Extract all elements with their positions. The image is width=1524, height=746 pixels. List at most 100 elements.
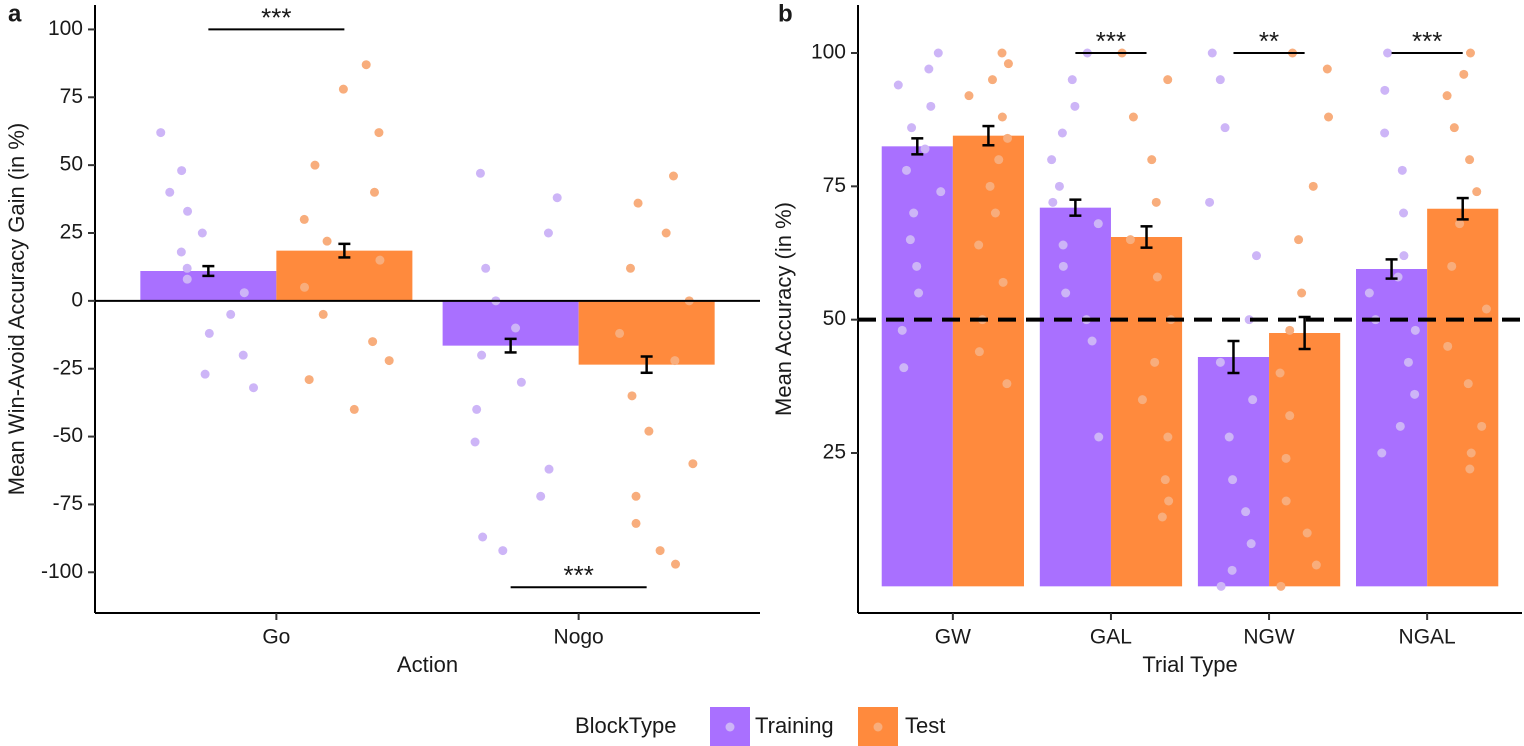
data-point <box>671 559 681 569</box>
data-point <box>1224 432 1234 442</box>
data-point <box>1228 475 1238 485</box>
y-tick-label: 25 <box>823 441 846 464</box>
y-tick-label: 50 <box>60 153 83 176</box>
y-tick-label: -75 <box>53 492 83 515</box>
data-point <box>1276 581 1286 591</box>
bar <box>1039 207 1111 587</box>
error-bar <box>504 337 517 354</box>
data-point <box>625 263 635 273</box>
data-point <box>1147 155 1157 165</box>
data-point <box>1447 261 1457 271</box>
y-tick-label: 75 <box>823 174 846 197</box>
data-point <box>907 123 917 133</box>
data-point <box>1472 187 1482 197</box>
data-point <box>1152 272 1162 282</box>
data-point <box>472 404 482 414</box>
data-point <box>475 168 485 178</box>
data-point <box>200 369 210 379</box>
panel-label: a <box>8 0 22 27</box>
data-point <box>374 128 384 138</box>
data-point <box>1058 261 1068 271</box>
data-point <box>1058 240 1068 250</box>
data-point <box>182 274 192 284</box>
data-point <box>987 75 997 85</box>
data-point <box>1465 464 1475 474</box>
data-point <box>633 198 643 208</box>
x-axis-title: Trial Type <box>1142 652 1237 677</box>
data-point <box>536 491 546 501</box>
data-point <box>239 288 249 298</box>
data-point <box>1364 288 1374 298</box>
data-point <box>990 208 1000 218</box>
data-point <box>1216 581 1226 591</box>
data-point <box>897 325 907 335</box>
data-point <box>985 181 995 191</box>
error-bar <box>911 137 924 156</box>
data-point <box>156 128 166 138</box>
data-point <box>1463 379 1473 389</box>
data-point <box>338 84 348 94</box>
data-point <box>974 240 984 250</box>
data-point <box>1087 336 1097 346</box>
data-point <box>1294 235 1304 245</box>
data-point <box>1093 219 1103 229</box>
x-tick-label: NGW <box>1243 626 1295 649</box>
data-point <box>1281 496 1291 506</box>
data-point <box>249 383 259 393</box>
data-point <box>924 64 934 74</box>
data-point <box>1160 475 1170 485</box>
data-point <box>1442 91 1452 101</box>
data-point <box>478 532 488 542</box>
data-point <box>369 187 379 197</box>
x-axis-title: Action <box>397 652 458 677</box>
data-point <box>1248 395 1258 405</box>
data-point <box>1205 197 1215 207</box>
data-point <box>1094 432 1104 442</box>
data-point <box>1399 251 1409 261</box>
data-point <box>544 464 554 474</box>
data-point <box>627 391 637 401</box>
data-point <box>1054 181 1064 191</box>
data-point <box>1449 123 1459 133</box>
data-point <box>1207 48 1217 58</box>
data-point <box>615 328 625 338</box>
data-point <box>238 350 248 360</box>
y-tick-label: 100 <box>811 41 846 64</box>
legend-label: Training <box>755 713 834 738</box>
data-point <box>1455 219 1465 229</box>
data-point <box>893 80 903 90</box>
data-point <box>1057 128 1067 138</box>
error-bar <box>1227 339 1240 375</box>
bar <box>1427 208 1499 587</box>
data-point <box>1227 565 1237 575</box>
error-bar <box>640 355 653 375</box>
data-point <box>552 193 562 203</box>
data-point <box>1220 123 1230 133</box>
data-point <box>655 546 665 556</box>
data-point <box>1380 85 1390 95</box>
error-bar <box>1298 315 1311 351</box>
data-point <box>177 166 187 176</box>
error-bar <box>1140 225 1153 249</box>
bar <box>578 300 715 365</box>
y-tick-label: 25 <box>60 221 83 244</box>
data-point <box>318 309 328 319</box>
data-point <box>165 187 175 197</box>
data-point <box>1285 325 1295 335</box>
y-tick-label: 0 <box>71 288 83 311</box>
data-point <box>997 48 1007 58</box>
data-point <box>1125 235 1135 245</box>
data-point <box>1150 357 1160 367</box>
data-point <box>1297 288 1307 298</box>
bar <box>1356 269 1428 587</box>
data-point <box>661 228 671 238</box>
legend-key-point <box>873 722 883 732</box>
data-point <box>1395 421 1405 431</box>
data-point <box>1275 368 1285 378</box>
data-point <box>631 518 641 528</box>
data-point <box>481 263 491 273</box>
data-point <box>310 160 320 170</box>
legend-key-point <box>725 722 735 732</box>
